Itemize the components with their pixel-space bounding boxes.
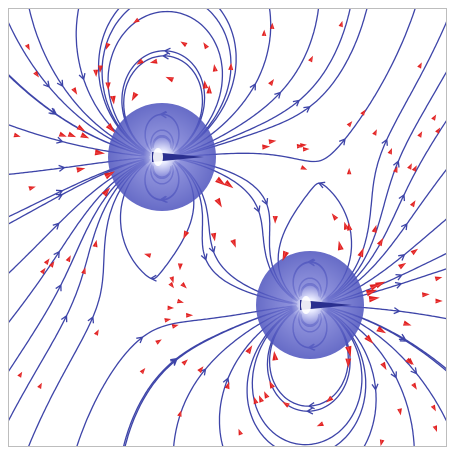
diagram-frame: [8, 8, 447, 447]
